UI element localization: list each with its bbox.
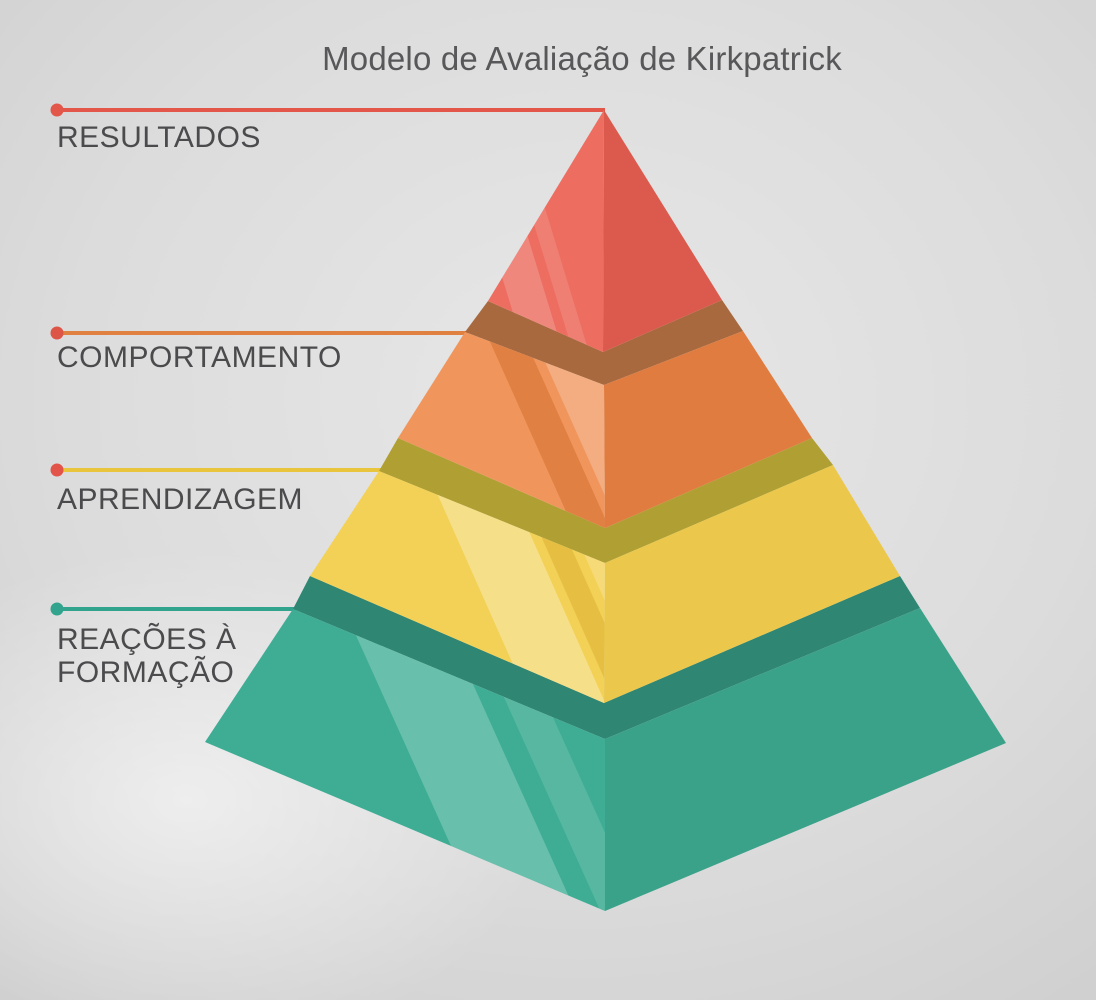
level-reacoes-left-face [205,609,605,911]
level-reacoes-highlight-stripe [340,609,593,911]
level-comportamento-right-face [604,331,812,528]
leader-dot-aprendizagem [50,463,64,477]
leader-dot-resultados [50,103,64,117]
leader-lines [50,103,605,616]
leader-dot-reacoes [50,602,64,616]
level-aprendizagem-highlight-stripe [420,471,605,703]
level-aprendizagem-left-face [310,471,605,703]
level-comportamento-shadow-stripe [478,332,605,528]
level-resultados-left-face [488,110,604,352]
level-comportamento-top-rim [465,300,743,385]
level-label-resultados: RESULTADOS [57,121,261,154]
pyramid-level-reacoes [205,576,1006,911]
level-aprendizagem-right-face [604,465,900,703]
pyramid-level-comportamento [398,300,812,528]
level-label-reacoes: REAÇÕES À FORMAÇÃO [57,623,237,689]
level-label-comportamento: COMPORTAMENTO [57,341,342,374]
level-comportamento-left-face [398,332,605,528]
diagram-title: Modelo de Avaliação de Kirkpatrick [322,40,842,77]
level-resultados-right-face [603,110,722,352]
level-aprendizagem-top-rim [379,438,833,563]
leader-dot-comportamento [50,326,64,340]
level-reacoes-top-rim [293,576,920,739]
level-reacoes-right-face [605,608,1006,911]
pyramid-level-aprendizagem [310,438,900,703]
level-label-aprendizagem: APRENDIZAGEM [57,483,304,516]
